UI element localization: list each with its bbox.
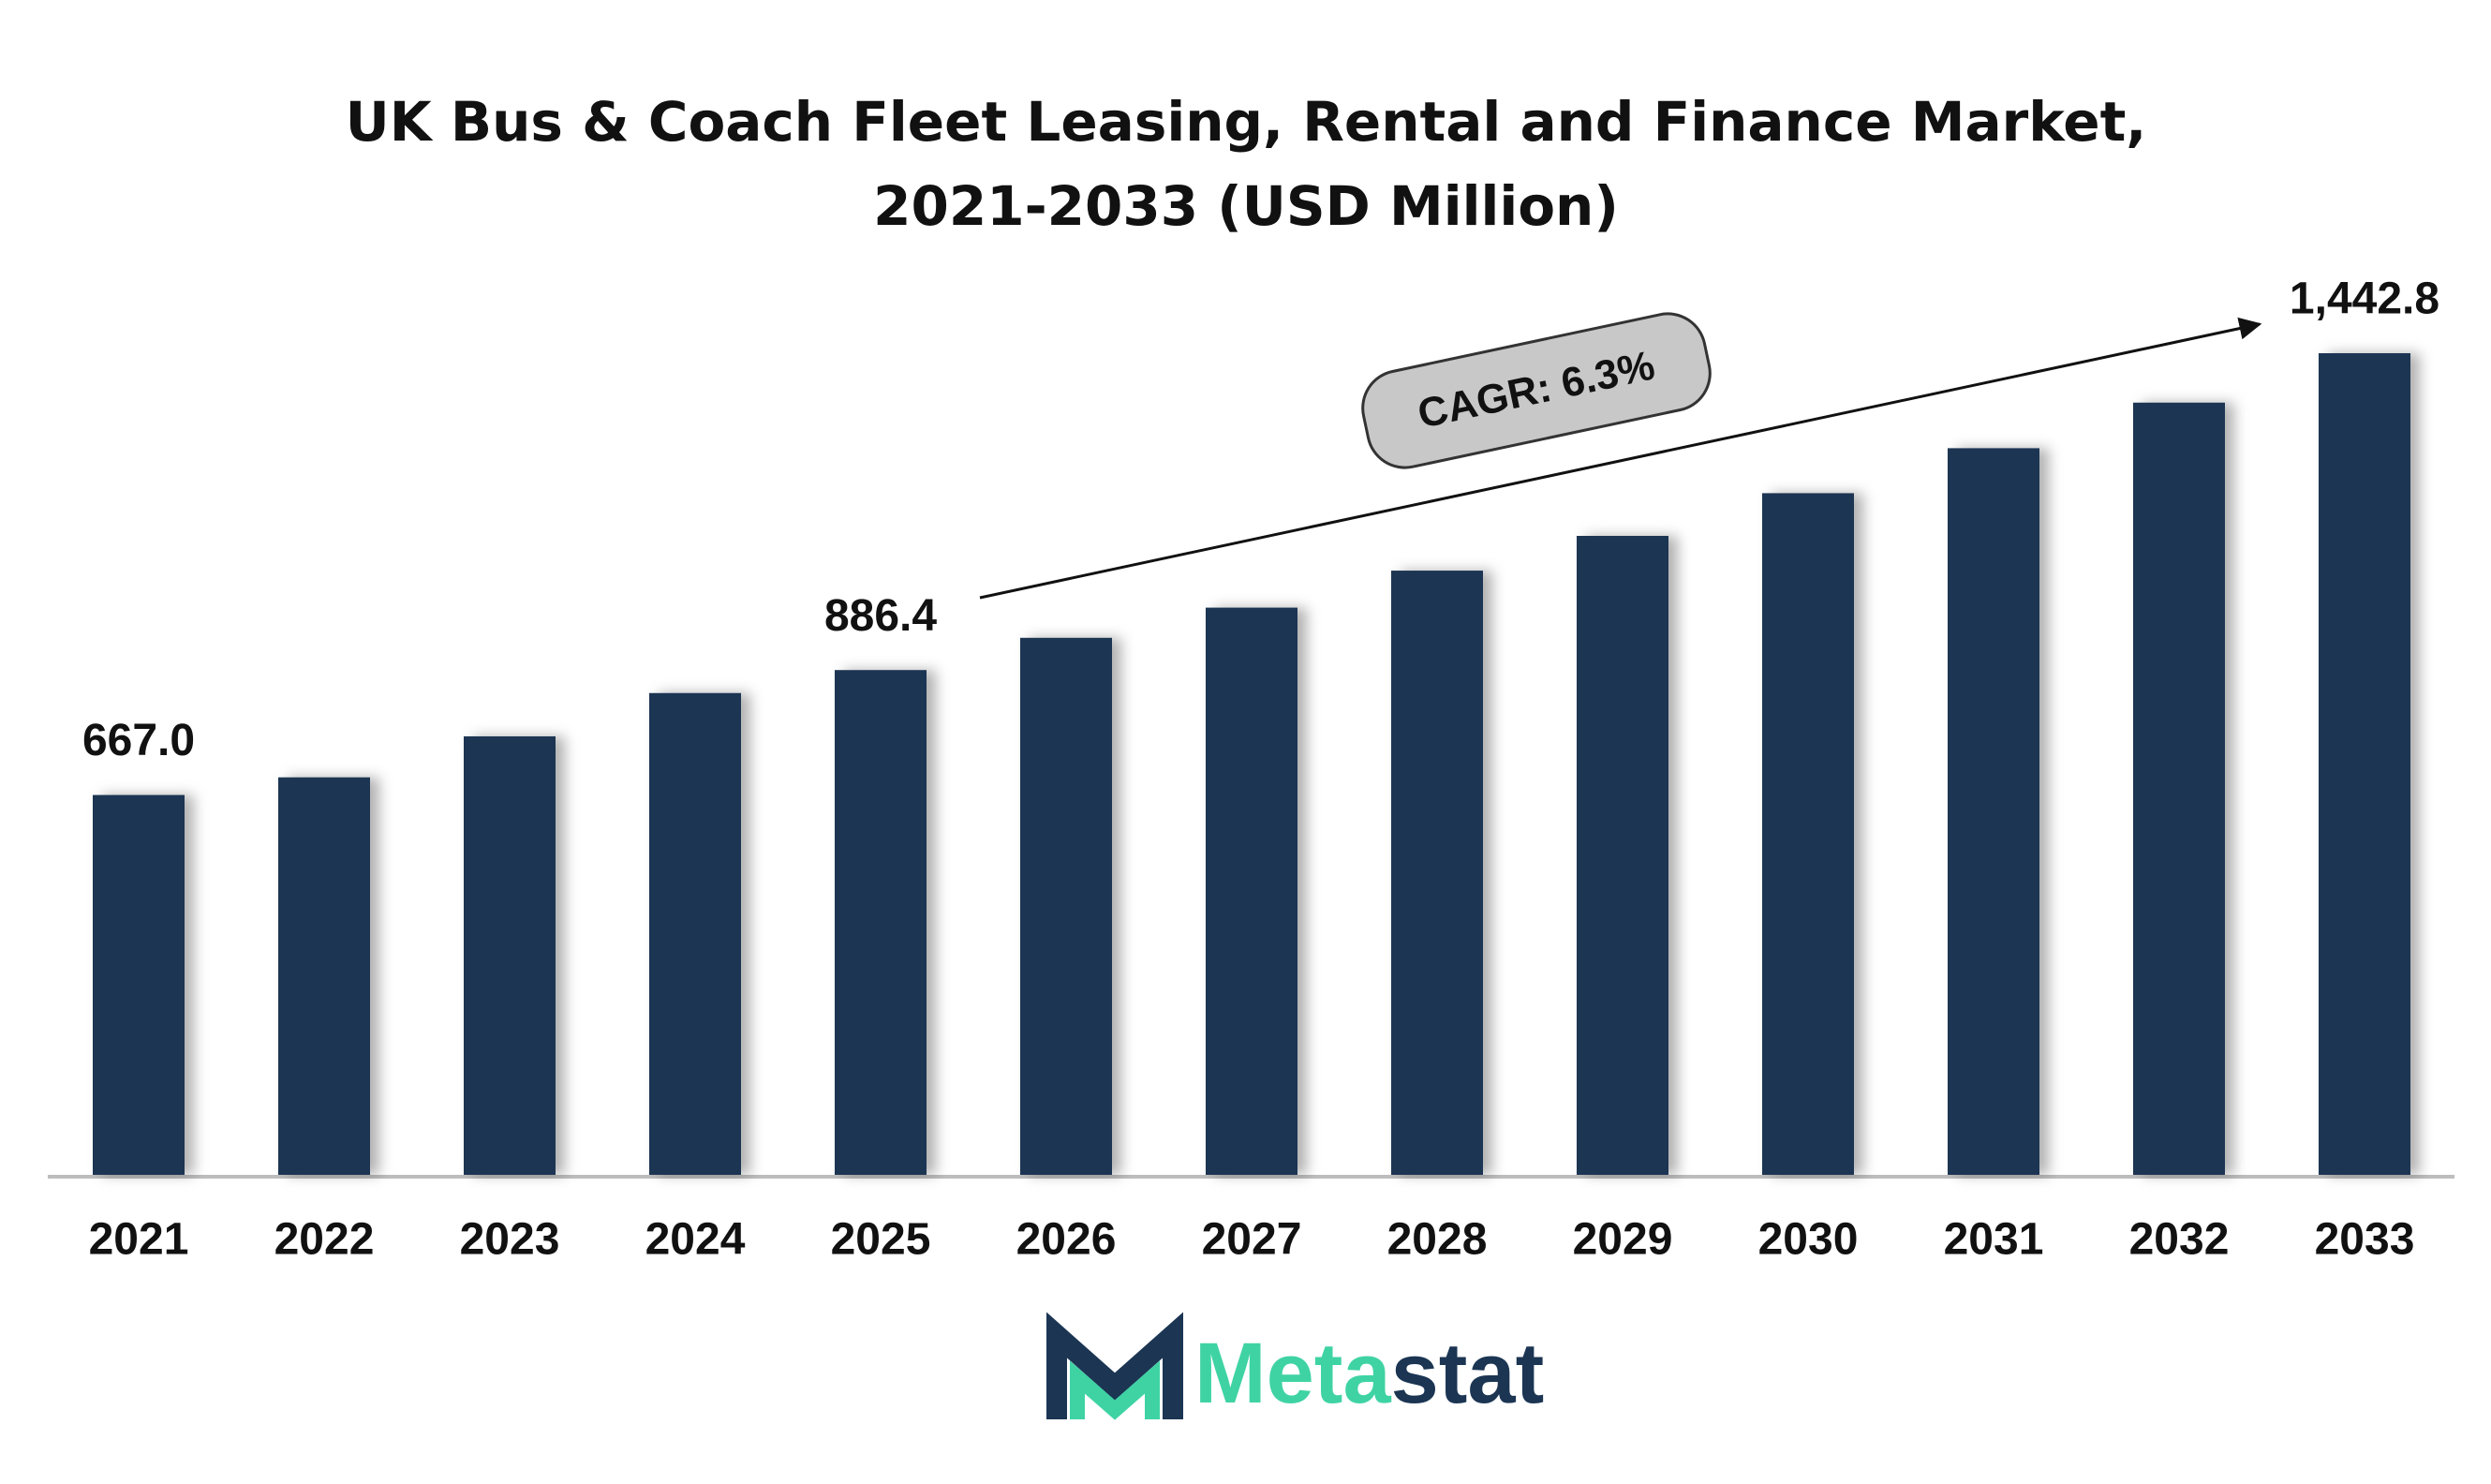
bar (835, 670, 927, 1175)
x-tick-label: 2032 (2129, 1215, 2230, 1265)
bar (2319, 353, 2410, 1175)
bar (1577, 535, 1668, 1175)
bar (1206, 607, 1297, 1175)
cagr-badge: CAGR: 6.3% (1361, 312, 1712, 469)
bar (649, 692, 741, 1175)
x-tick-label: 2023 (460, 1215, 560, 1265)
bar (278, 777, 370, 1175)
x-tick-label: 2022 (274, 1215, 375, 1265)
cagr-arrow (979, 317, 2262, 600)
chart-title: UK Bus & Coach Fleet Leasing, Rental and… (345, 90, 2147, 238)
x-tick-label: 2028 (1387, 1215, 1488, 1265)
x-tick-label: 2021 (89, 1215, 189, 1265)
logo-part: stat (1391, 1326, 1545, 1421)
x-tick-label: 2033 (2315, 1215, 2415, 1265)
x-tick-label: 2025 (831, 1215, 931, 1265)
logo-icon (1046, 1312, 1183, 1419)
bar (464, 735, 556, 1175)
logo: Metastat (1046, 1312, 1544, 1421)
x-tick-label: 2030 (1758, 1215, 1859, 1265)
x-tick-label: 2024 (645, 1215, 746, 1265)
bar (1020, 637, 1112, 1175)
logo-icon-accent (1070, 1360, 1160, 1420)
value-label: 667.0 (82, 716, 195, 765)
x-tick-label: 2031 (1944, 1215, 2044, 1265)
bar (1762, 493, 1854, 1175)
x-tick-label: 2026 (1016, 1215, 1117, 1265)
bar (1391, 571, 1483, 1175)
logo-part: Meta (1194, 1326, 1391, 1421)
bar (1948, 448, 2039, 1176)
value-label: 886.4 (824, 591, 937, 641)
cagr-pill (1361, 312, 1712, 469)
bar (2133, 402, 2225, 1176)
x-tick-label: 2027 (1202, 1215, 1302, 1265)
value-label: 1,442.8 (2290, 275, 2439, 324)
x-tick-label: 2029 (1573, 1215, 1673, 1265)
logo-text: Metastat (1194, 1326, 1544, 1421)
bar (93, 794, 185, 1175)
